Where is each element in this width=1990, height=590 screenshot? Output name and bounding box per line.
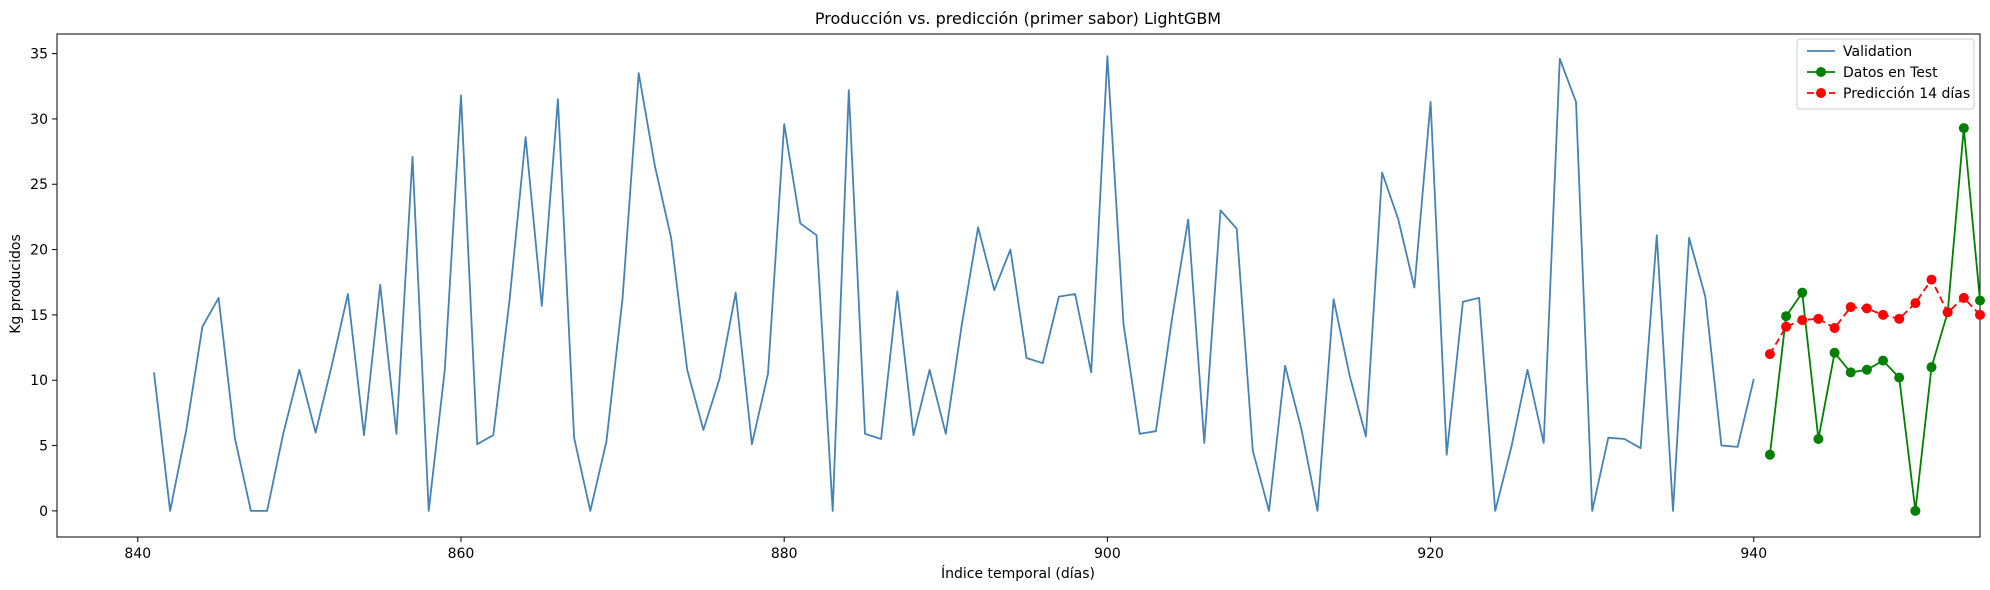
- data-point: [1845, 367, 1856, 378]
- series-layer: [153, 55, 1985, 516]
- x-tick-label: 840: [124, 546, 151, 562]
- chart-title: Producción vs. predicción (primer sabor)…: [815, 9, 1221, 28]
- y-tick-label: 0: [39, 504, 48, 520]
- legend-item: Datos en Test: [1807, 65, 1938, 81]
- data-point: [1878, 309, 1889, 320]
- x-axis-label: Índice temporal (días): [941, 565, 1095, 582]
- y-tick-label: 15: [30, 308, 48, 324]
- x-tick-label: 940: [1740, 546, 1767, 562]
- legend-marker: [1816, 67, 1826, 77]
- data-point: [1781, 321, 1792, 332]
- x-tick-label: 860: [448, 546, 475, 562]
- data-point: [1845, 302, 1856, 313]
- data-point: [1764, 449, 1775, 460]
- legend-label: Validation: [1843, 44, 1912, 60]
- data-point: [1926, 362, 1937, 373]
- x-tick-label: 880: [771, 546, 798, 562]
- y-tick-label: 35: [30, 47, 48, 63]
- data-point: [1910, 505, 1921, 516]
- data-point: [1975, 309, 1985, 320]
- legend-frame: [1796, 38, 1975, 110]
- data-point: [1975, 295, 1985, 306]
- plot-frame: [56, 33, 1981, 538]
- series-1: [1764, 123, 1985, 516]
- data-point: [1797, 315, 1808, 326]
- y-tick-label: 25: [30, 177, 48, 193]
- data-point: [1781, 311, 1792, 322]
- data-point: [1958, 123, 1969, 134]
- data-point: [1861, 364, 1872, 375]
- data-point: [1910, 298, 1921, 309]
- x-tick-label: 920: [1417, 546, 1444, 562]
- series-2: [1764, 274, 1985, 360]
- data-point: [1829, 322, 1840, 333]
- data-point: [1894, 372, 1905, 383]
- y-tick-label: 10: [30, 373, 48, 389]
- y-tick-label: 30: [30, 112, 48, 128]
- legend-label: Predicción 14 días: [1843, 86, 1970, 102]
- data-point: [1878, 355, 1889, 366]
- y-tick-label: 5: [39, 439, 48, 455]
- y-axis-label: Kg producidos: [8, 234, 24, 334]
- data-point: [1958, 292, 1969, 303]
- series-line: [153, 55, 1755, 512]
- x-axis: 840 860 880 900 920 940: [124, 537, 1767, 562]
- series-0: [153, 55, 1755, 512]
- data-point: [1797, 287, 1808, 298]
- plot-area: [56, 33, 1981, 538]
- data-point: [1942, 307, 1953, 318]
- legend-label: Datos en Test: [1843, 65, 1938, 81]
- legend-marker: [1816, 88, 1826, 98]
- x-tick-label: 900: [1094, 546, 1121, 562]
- y-axis: 0 5 10 15 20 25 30 35: [30, 47, 57, 520]
- legend-item: Validation: [1807, 44, 1912, 60]
- data-point: [1764, 349, 1775, 360]
- data-point: [1813, 434, 1824, 445]
- data-point: [1861, 303, 1872, 314]
- y-tick-label: 20: [30, 243, 48, 259]
- legend-item: Predicción 14 días: [1807, 86, 1970, 102]
- data-point: [1926, 274, 1937, 285]
- series-line: [1769, 278, 1981, 355]
- legend: Validation Datos en Test Predicción 14 día…: [1796, 38, 1975, 110]
- data-point: [1813, 313, 1824, 324]
- data-point: [1894, 313, 1905, 324]
- data-point: [1829, 347, 1840, 358]
